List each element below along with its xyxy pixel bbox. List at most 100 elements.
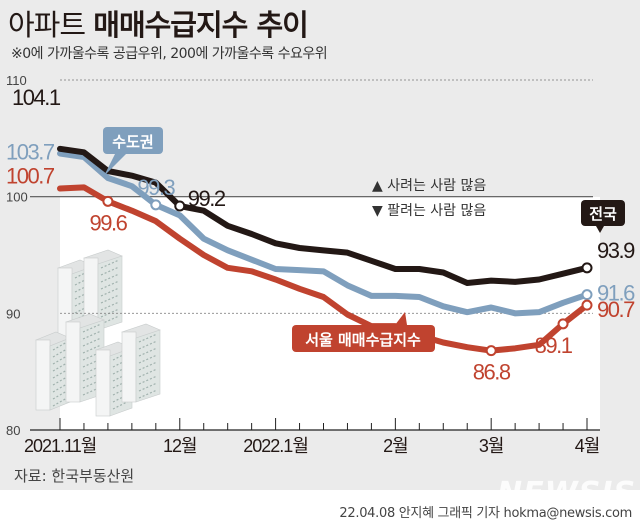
building-side xyxy=(35,339,51,411)
building-windows xyxy=(74,290,92,300)
series-line-national xyxy=(57,145,590,286)
series-line-capital xyxy=(57,150,590,317)
credit-line: 22.04.08 안지혜 그래픽 기자 hokma@newsis.com xyxy=(339,506,632,521)
data-label: 90.7 xyxy=(597,297,635,322)
building-windows xyxy=(138,340,158,350)
data-labels: 104.1 99.2 93.9 103.7 99.3 91.6 100.7 99.6 86.8 8… xyxy=(6,85,637,385)
building-windows xyxy=(82,323,102,333)
building-side xyxy=(65,321,81,403)
building-side xyxy=(95,349,111,417)
tag-capital-box xyxy=(103,127,163,154)
building-side xyxy=(121,331,137,403)
building-windows xyxy=(74,283,92,293)
building-windows xyxy=(52,383,68,393)
tag-national-text: 전국 xyxy=(589,205,617,223)
building-windows xyxy=(100,301,120,311)
building-windows xyxy=(112,400,130,410)
building-windows xyxy=(138,368,158,378)
building-windows xyxy=(138,333,158,343)
building-windows xyxy=(100,280,120,290)
building-windows xyxy=(74,297,92,307)
tag-seoul-pointer xyxy=(395,312,407,325)
building-windows xyxy=(74,269,92,279)
building-windows xyxy=(112,386,130,396)
data-point-marker xyxy=(150,199,162,211)
apartment-buildings-illustration xyxy=(35,249,161,417)
building-windows xyxy=(74,276,92,286)
data-point-marker xyxy=(581,262,593,274)
x-tick-label: 2월 xyxy=(383,436,408,456)
building-windows xyxy=(82,330,102,340)
data-label: 86.8 xyxy=(473,360,511,385)
building-windows xyxy=(138,389,158,399)
x-tick-label: 2021.11월 xyxy=(24,436,96,456)
building-windows xyxy=(74,304,92,314)
building-windows xyxy=(138,382,158,392)
building-windows xyxy=(52,397,68,407)
tag-national-pointer xyxy=(596,226,604,233)
building-windows xyxy=(52,355,68,365)
building-windows xyxy=(138,354,158,364)
chart-title: 아파트 매매수급지수 추이 xyxy=(8,2,309,44)
data-point-marker xyxy=(581,299,593,311)
building-windows xyxy=(52,341,68,351)
building-windows xyxy=(112,393,130,403)
building-windows xyxy=(112,365,130,375)
building-windows xyxy=(100,315,120,325)
legend-above: ▲ 사려는 사람 많음 xyxy=(372,178,486,194)
building-windows xyxy=(52,390,68,400)
y-tick-label: 80 xyxy=(6,423,20,438)
y-axis-ticks: 80 90 100 110 xyxy=(6,73,28,438)
title-light: 아파트 xyxy=(8,8,86,42)
x-tick-label: 12월 xyxy=(163,436,197,456)
building-windows xyxy=(82,344,102,354)
y-tick-label: 100 xyxy=(6,190,28,205)
tag-capital-pointer xyxy=(104,154,126,176)
data-point-marker xyxy=(557,318,569,330)
tag-capital-text: 수도권 xyxy=(112,133,153,151)
data-label: 89.1 xyxy=(535,333,573,358)
data-label: 93.9 xyxy=(597,238,635,263)
building-windows xyxy=(52,362,68,372)
tag-seoul-text: 서울 매매수급지수 xyxy=(305,331,421,349)
data-point-marker xyxy=(581,289,593,301)
data-label: 91.6 xyxy=(597,281,635,306)
building-windows xyxy=(100,287,120,297)
data-label: 103.7 xyxy=(6,140,55,165)
building-windows xyxy=(112,379,130,389)
title-bold: 매매수급지수 추이 xyxy=(93,8,309,42)
y-tick-label: 90 xyxy=(6,306,20,321)
tag-national-box xyxy=(581,200,625,226)
y-tick-label: 110 xyxy=(6,73,27,88)
data-label: 99.3 xyxy=(137,175,175,200)
x-tick-label: 3월 xyxy=(479,436,504,456)
legend: ▲ 사려는 사람 많음 ▼ 팔려는 사람 많음 xyxy=(372,178,486,219)
series-lines xyxy=(57,145,593,357)
data-point-marker xyxy=(485,345,497,357)
tag-seoul-box xyxy=(292,325,435,352)
x-tick-label: 2022.1월 xyxy=(243,436,308,456)
building-windows xyxy=(138,361,158,371)
data-point-marker xyxy=(174,200,186,212)
legend-below: ▼ 팔려는 사람 많음 xyxy=(372,203,486,219)
building-windows xyxy=(100,273,120,283)
building-windows xyxy=(100,266,120,276)
data-label: 99.6 xyxy=(89,210,127,235)
building-windows xyxy=(100,259,120,269)
x-tick-label: 4월 xyxy=(575,436,600,456)
building-windows xyxy=(52,376,68,386)
building-windows xyxy=(138,347,158,357)
chart-subtitle: ※0에 가까울수록 공급우위, 200에 가까울수록 수요우위 xyxy=(11,46,328,62)
data-label: 99.2 xyxy=(188,186,226,211)
data-label: 104.1 xyxy=(12,85,61,110)
building-windows xyxy=(112,358,130,368)
data-point-marker xyxy=(102,195,114,207)
x-axis: 2021.11월 12월 2022.1월 2월 3월 4월 xyxy=(24,418,600,456)
building-windows xyxy=(82,337,102,347)
line-chart: 80 90 100 110 2021.11월 12월 2022.1월 2월 3월 4월 ▲ 사려… xyxy=(6,73,637,456)
building-windows xyxy=(112,372,130,382)
building-windows xyxy=(100,294,120,304)
source-note: 자료: 한국부동산원 xyxy=(14,467,135,485)
building-windows xyxy=(138,375,158,385)
